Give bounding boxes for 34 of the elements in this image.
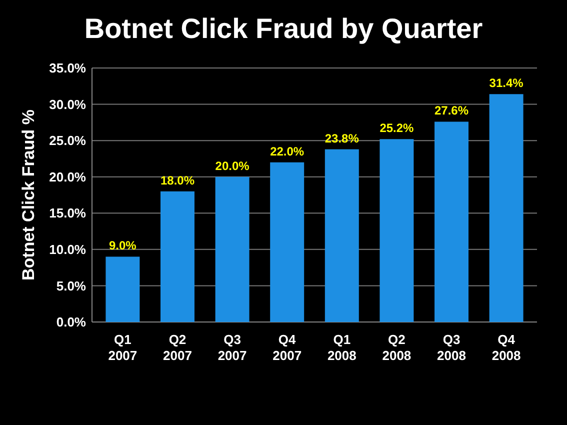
data-label: 18.0% — [160, 173, 195, 188]
x-tick-label: Q3 2008 — [437, 332, 466, 363]
data-label: 31.4% — [489, 76, 524, 90]
data-label: 22.0% — [270, 144, 304, 158]
y-tick-label: 30.0% — [49, 96, 86, 112]
x-tick-label: Q3 2007 — [218, 332, 247, 363]
chart-title: Botnet Click Fraud by Quarter — [84, 13, 483, 44]
bar — [434, 122, 468, 322]
y-tick-label: 25.0% — [49, 133, 86, 148]
bar — [380, 139, 414, 322]
y-tick-label: 15.0% — [49, 206, 86, 221]
bar — [106, 256, 140, 322]
data-label: 20.0% — [215, 158, 250, 173]
y-axis-title: Botnet Click Fraud % — [19, 110, 38, 280]
bar — [324, 149, 359, 322]
x-tick-label: Q2 2007 — [163, 332, 192, 363]
bar — [489, 94, 524, 322]
bar — [270, 162, 304, 322]
data-label: 27.6% — [434, 104, 469, 118]
y-tick-label: 20.0% — [49, 169, 86, 184]
x-tick-label: Q1 2007 — [108, 332, 138, 363]
x-tick-label: Q4 2007 — [272, 332, 302, 363]
bar — [160, 191, 194, 322]
x-tick-label: Q1 2008 — [327, 332, 356, 363]
y-tick-label: 5.0% — [56, 278, 86, 294]
data-label: 9.0% — [109, 238, 137, 253]
data-label: 23.8% — [324, 131, 360, 146]
y-tick-label: 0.0% — [56, 314, 86, 330]
x-tick-label: Q4 2008 — [492, 332, 521, 363]
y-tick-label: 10.0% — [49, 242, 86, 257]
y-tick-label: 35.0% — [49, 60, 86, 76]
bar — [215, 176, 250, 322]
x-tick-label: Q2 2008 — [382, 332, 412, 363]
data-label: 25.2% — [380, 121, 414, 136]
